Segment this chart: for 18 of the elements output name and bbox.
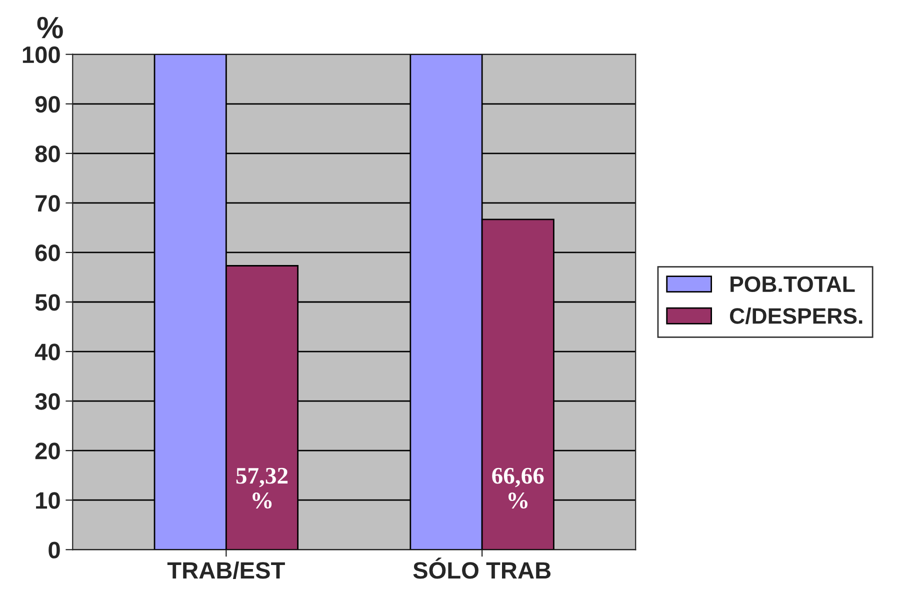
y-tick-label: 70 (36, 195, 60, 212)
y-tick-label: 0 (48, 542, 60, 558)
x-tick-label: SÓLO TRAB (413, 558, 551, 579)
y-axis-title: % (37, 16, 63, 38)
y-tick-label: 20 (35, 442, 60, 460)
legend-label: POB.TOTAL (730, 276, 855, 292)
y-tick-label: 50 (35, 294, 60, 311)
data-label: 66,66 % (492, 468, 544, 509)
legend-label: C/DESPERS. (730, 308, 862, 324)
y-tick-label: 60 (35, 244, 60, 262)
y-tick-label: 40 (34, 344, 60, 360)
x-tick-label: TRAB/EST (167, 561, 285, 580)
y-tick-label: 80 (35, 145, 60, 162)
y-tick-label: 30 (35, 393, 60, 410)
y-tick-label: 100 (22, 46, 60, 64)
y-tick-label: 10 (36, 492, 60, 509)
data-label: 57,32 % (236, 468, 288, 509)
y-tick-label: 90 (35, 96, 60, 113)
